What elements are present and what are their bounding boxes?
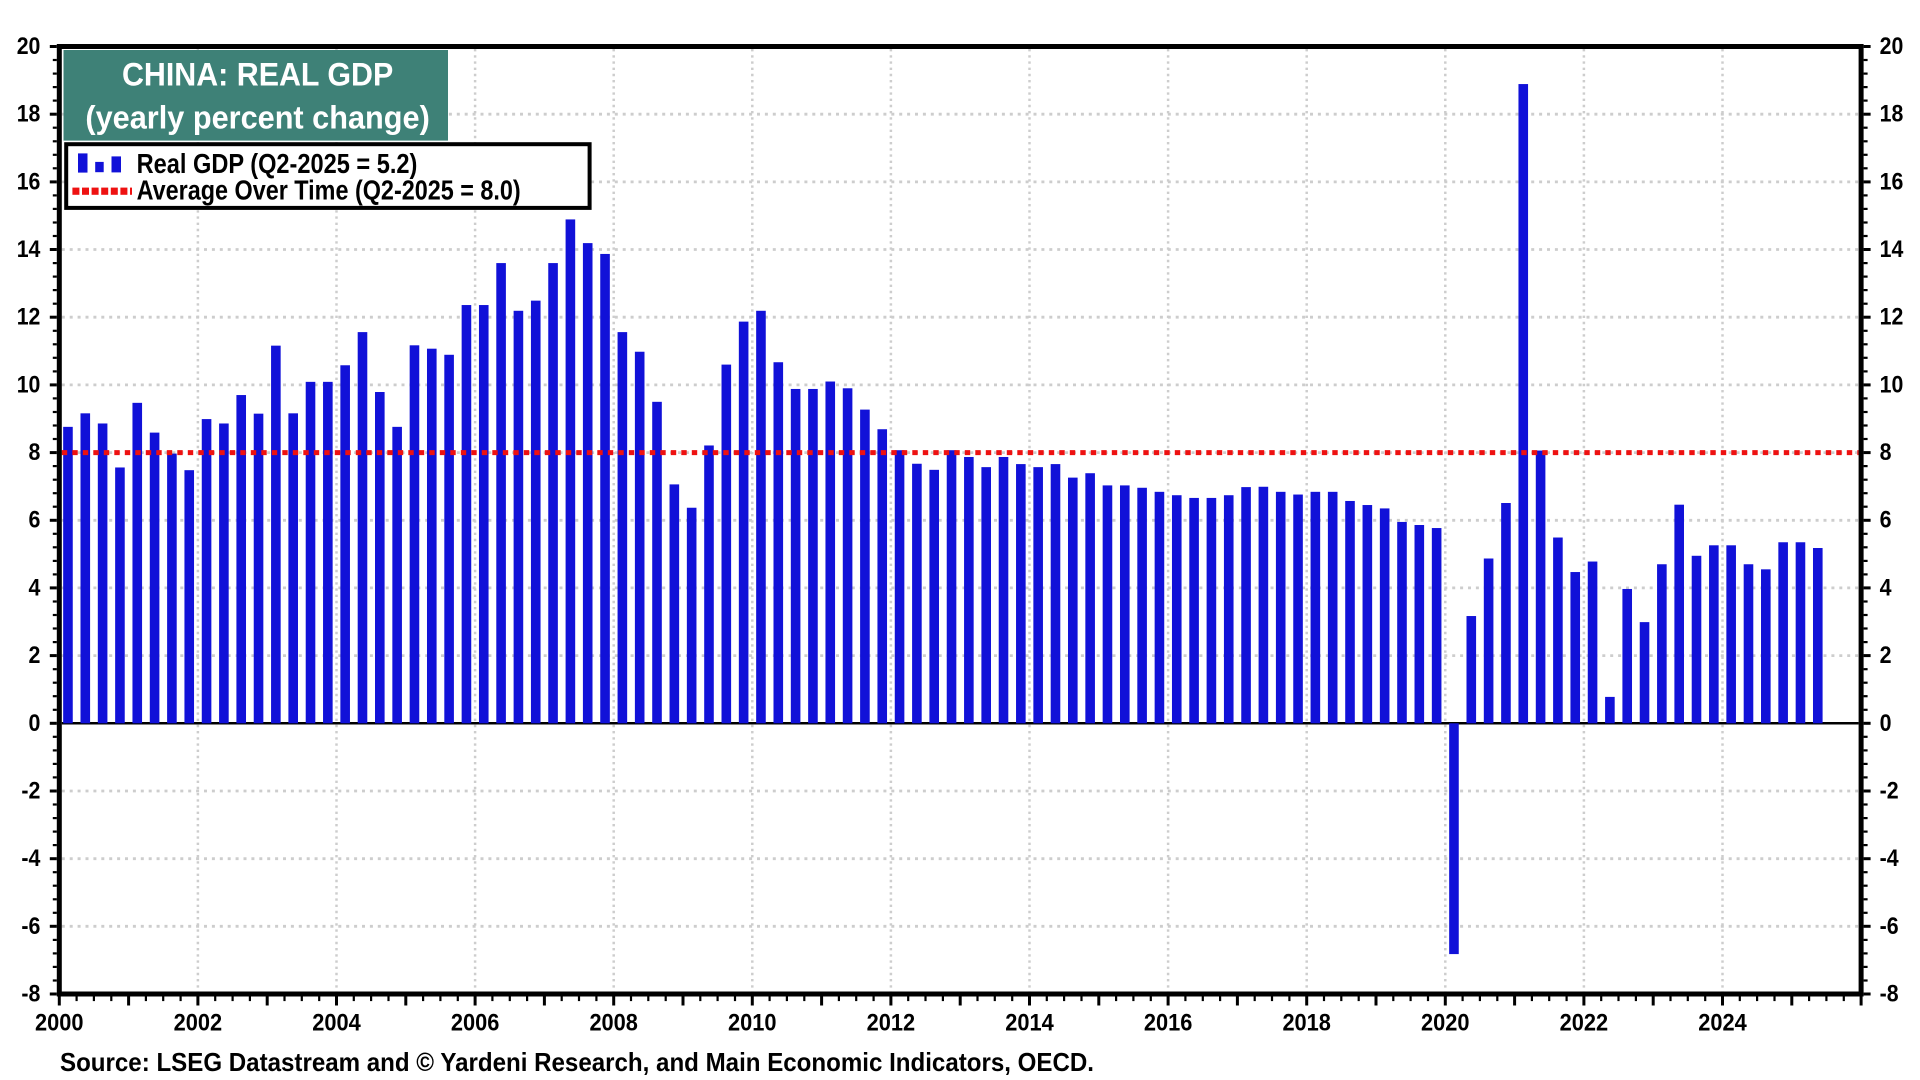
svg-text:16: 16	[17, 168, 41, 195]
svg-text:2014: 2014	[1005, 1009, 1054, 1036]
svg-text:18: 18	[17, 101, 41, 128]
svg-text:Average Over Time (Q2-2025 = 8: Average Over Time (Q2-2025 = 8.0)	[137, 175, 521, 206]
svg-text:2012: 2012	[867, 1009, 916, 1036]
svg-text:-8: -8	[1880, 981, 1899, 1008]
svg-text:14: 14	[17, 236, 41, 263]
svg-text:2004: 2004	[312, 1009, 361, 1036]
svg-text:2016: 2016	[1144, 1009, 1193, 1036]
svg-text:-4: -4	[1880, 845, 1899, 872]
svg-text:8: 8	[29, 439, 41, 466]
svg-text:-4: -4	[21, 845, 40, 872]
svg-text:8: 8	[1880, 439, 1892, 466]
svg-text:(yearly percent change): (yearly percent change)	[85, 99, 429, 135]
svg-text:2000: 2000	[35, 1009, 84, 1036]
svg-text:14: 14	[1880, 236, 1904, 263]
svg-text:6: 6	[1880, 507, 1892, 534]
svg-text:20: 20	[17, 33, 41, 60]
svg-text:10: 10	[17, 371, 41, 398]
svg-text:2008: 2008	[589, 1009, 638, 1036]
svg-text:2: 2	[29, 642, 41, 669]
svg-text:4: 4	[29, 574, 41, 601]
svg-text:0: 0	[1880, 710, 1892, 737]
svg-text:Real GDP (Q2-2025 = 5.2): Real GDP (Q2-2025 = 5.2)	[137, 148, 418, 179]
svg-text:2002: 2002	[174, 1009, 223, 1036]
svg-text:12: 12	[17, 304, 41, 331]
svg-text:-2: -2	[1880, 778, 1899, 805]
svg-text:2: 2	[1880, 642, 1892, 669]
svg-text:2010: 2010	[728, 1009, 777, 1036]
svg-text:2020: 2020	[1421, 1009, 1470, 1036]
svg-text:20: 20	[1880, 33, 1904, 60]
svg-text:4: 4	[1880, 574, 1892, 601]
svg-text:6: 6	[29, 507, 41, 534]
svg-text:-8: -8	[21, 981, 40, 1008]
svg-text:-6: -6	[1880, 913, 1899, 940]
svg-text:CHINA: REAL GDP: CHINA: REAL GDP	[122, 56, 393, 92]
svg-text:2006: 2006	[451, 1009, 500, 1036]
svg-text:2018: 2018	[1282, 1009, 1331, 1036]
svg-text:10: 10	[1880, 371, 1904, 398]
svg-text:12: 12	[1880, 304, 1904, 331]
svg-text:18: 18	[1880, 101, 1904, 128]
svg-text:16: 16	[1880, 168, 1904, 195]
svg-text:-6: -6	[21, 913, 40, 940]
svg-text:2022: 2022	[1560, 1009, 1609, 1036]
svg-text:0: 0	[29, 710, 41, 737]
svg-text:2024: 2024	[1698, 1009, 1747, 1036]
svg-text:Source: LSEG Datastream and ©: Source: LSEG Datastream and © Yardeni Re…	[60, 1047, 1094, 1077]
svg-text:-2: -2	[21, 778, 40, 805]
